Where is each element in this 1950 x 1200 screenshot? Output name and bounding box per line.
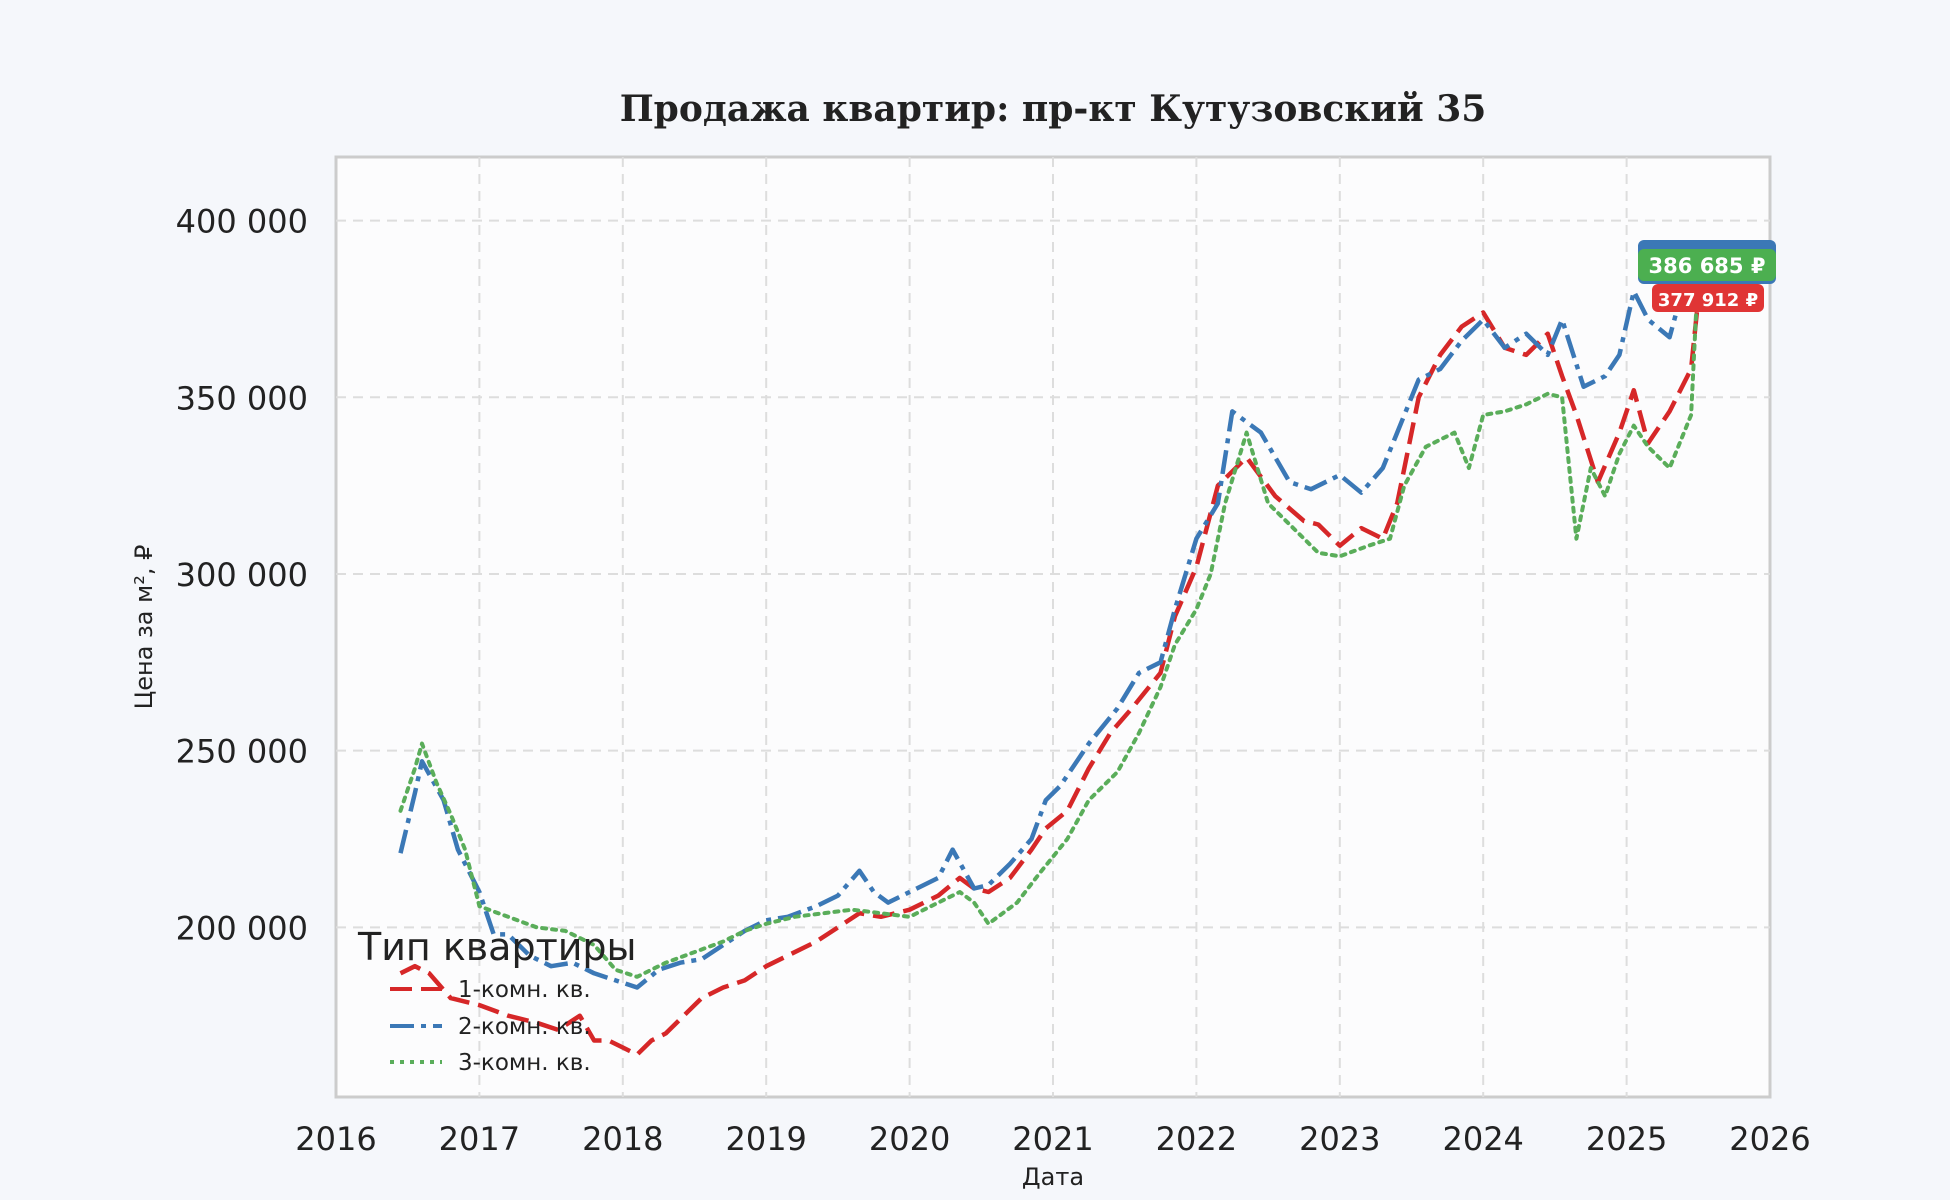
series-group xyxy=(398,255,1701,1057)
end-value-badge xyxy=(1638,249,1776,281)
legend-label-1k: 1-комн. кв. xyxy=(458,977,591,1003)
y-axis-label: Цена за м², ₽ xyxy=(130,545,158,710)
series-line-1k xyxy=(399,298,1701,1057)
legend-label-3k: 3-комн. кв. xyxy=(458,1050,591,1076)
x-tick-label: 2022 xyxy=(1156,1120,1237,1158)
end-value-label: 377 912 ₽ xyxy=(1658,290,1758,311)
series-line-2k xyxy=(398,255,1701,990)
series-line-3k xyxy=(398,265,1701,979)
x-axis-label: Дата xyxy=(1022,1163,1084,1191)
x-tick-label: 2020 xyxy=(869,1120,950,1158)
x-tick-label: 2024 xyxy=(1442,1120,1523,1158)
y-tick-label: 400 000 xyxy=(176,203,308,241)
x-tick-label: 2018 xyxy=(582,1120,663,1158)
x-tick-label: 2019 xyxy=(725,1120,806,1158)
grid xyxy=(336,157,1770,1097)
end-value-labels: 389 699 ₽386 685 ₽377 912 ₽ xyxy=(1638,240,1776,312)
x-tick-label: 2016 xyxy=(295,1120,376,1158)
x-axis: 2016 2017 2018 2019 2020 2021 2022 2023 2024 2025… xyxy=(295,1120,1810,1158)
y-axis: 200 000 250 000 300 000 350 000 400 000 xyxy=(176,203,308,948)
y-tick-label: 250 000 xyxy=(176,733,308,771)
legend: Тип квартиры 1-комн. кв. 2-комн. кв. 3-к… xyxy=(357,925,637,1076)
y-tick-label: 350 000 xyxy=(176,379,308,417)
x-tick-label: 2017 xyxy=(439,1120,520,1158)
x-tick-label: 2023 xyxy=(1299,1120,1380,1158)
y-tick-label: 200 000 xyxy=(176,909,308,947)
legend-label-2k: 2-комн. кв. xyxy=(458,1014,591,1040)
end-value-label: 386 685 ₽ xyxy=(1649,254,1766,278)
end-value-badge xyxy=(1652,284,1764,312)
y-tick-label: 300 000 xyxy=(176,556,308,594)
x-tick-label: 2025 xyxy=(1586,1120,1667,1158)
legend-title: Тип квартиры xyxy=(357,925,637,969)
x-tick-label: 2021 xyxy=(1012,1120,1093,1158)
x-tick-label: 2026 xyxy=(1729,1120,1810,1158)
chart-title: Продажа квартир: пр-кт Кутузовский 35 xyxy=(620,88,1487,130)
